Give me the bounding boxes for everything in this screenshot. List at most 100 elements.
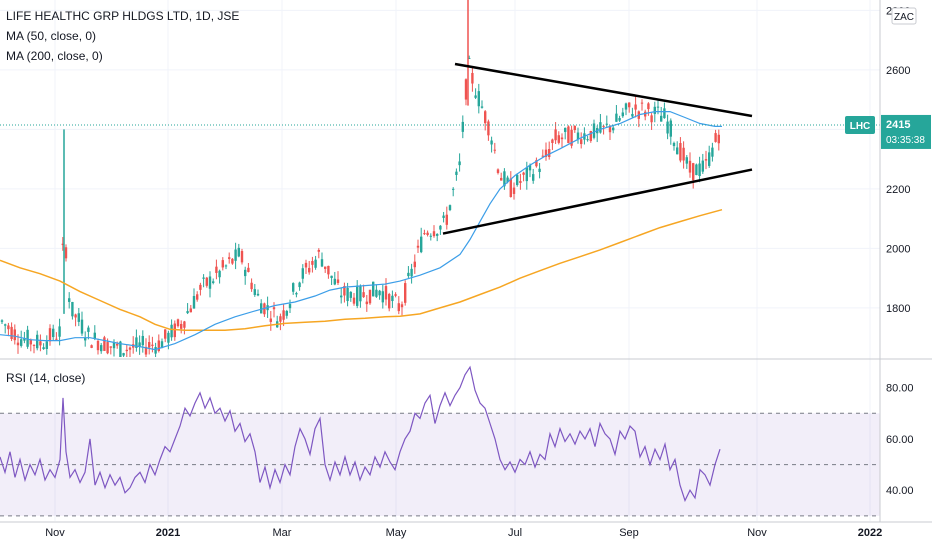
candle [352, 292, 356, 306]
candle [199, 282, 202, 296]
candle-body [308, 267, 311, 273]
candle-body [26, 329, 29, 347]
time-tick-0: Nov [45, 527, 65, 539]
trendline-resistance[interactable] [454, 62, 753, 118]
candle-body [170, 324, 173, 338]
candle [628, 102, 631, 113]
candle [432, 225, 436, 238]
candle-body [528, 165, 532, 171]
candle-body [208, 276, 212, 289]
candle [471, 67, 474, 92]
candle-body [13, 329, 16, 341]
candle-body [413, 261, 416, 268]
candle [4, 323, 7, 334]
candle-body [624, 103, 628, 110]
trendline-support[interactable] [442, 168, 753, 235]
candle [324, 266, 327, 273]
candle [90, 344, 93, 349]
candle [548, 141, 551, 160]
candle [682, 141, 685, 169]
candle-body [573, 126, 576, 131]
candle-body [394, 294, 397, 296]
candle [701, 153, 704, 174]
candle [74, 313, 77, 327]
currency-box[interactable] [891, 7, 917, 25]
ma50-legend[interactable]: MA (50, close, 0) [6, 29, 97, 43]
candle [141, 330, 144, 353]
time-tick-7: 2022 [858, 527, 882, 539]
candle-body [250, 282, 253, 290]
candle [560, 133, 564, 148]
candle [356, 280, 359, 309]
candle [551, 138, 554, 150]
candle-body [68, 298, 71, 302]
candle-body [685, 157, 688, 164]
currency-label: ZAC [894, 12, 914, 23]
candle-body [256, 293, 260, 296]
candle [80, 311, 84, 336]
candle-body [260, 303, 263, 314]
candle [205, 276, 208, 288]
time-tick-2: Mar [273, 527, 292, 539]
candle [500, 172, 503, 181]
candle [615, 105, 618, 122]
candle-body [45, 341, 48, 349]
candle-body [96, 340, 100, 351]
candle-body [189, 308, 192, 313]
candle-body [157, 340, 160, 351]
candle-body [698, 163, 701, 177]
ma200-legend[interactable]: MA (200, close, 0) [6, 49, 103, 63]
candle [336, 271, 340, 285]
candle [308, 260, 311, 275]
candle [218, 269, 221, 284]
candle-body [410, 268, 413, 277]
candle-body [474, 95, 477, 98]
candle [519, 173, 522, 190]
candle-body [215, 266, 218, 273]
candle [157, 334, 160, 353]
candle [298, 281, 301, 291]
candle [640, 99, 644, 111]
candle-body [119, 341, 122, 357]
price-scale[interactable]: 18002000220024002600280040.0060.0080.00Z… [845, 5, 931, 497]
candle-body [660, 115, 663, 122]
candle-body [141, 335, 144, 346]
candle [384, 278, 388, 306]
candle [122, 352, 125, 357]
candle-body [298, 282, 301, 288]
candle-body [144, 346, 148, 355]
candle-body [71, 301, 74, 317]
ticker-badge[interactable] [845, 115, 875, 134]
rsi-legend[interactable]: RSI (14, close) [6, 371, 86, 385]
candle-body [77, 313, 80, 322]
candle [634, 95, 637, 118]
candle-body [0, 320, 4, 322]
candle [84, 331, 87, 347]
candle-body [237, 247, 240, 257]
candle-body [285, 310, 288, 316]
candle [320, 252, 324, 268]
candle-body [608, 125, 612, 133]
candle [496, 168, 500, 175]
candle [624, 102, 628, 116]
candle [458, 153, 461, 172]
candle [212, 278, 215, 285]
candle-body [269, 318, 272, 322]
candle-body [490, 140, 493, 145]
candle-body [429, 235, 432, 237]
candle-body [192, 296, 196, 309]
candle [429, 233, 432, 241]
candle [231, 258, 234, 265]
time-tick-5: Sep [619, 527, 639, 539]
candle-body [442, 215, 445, 218]
candle [461, 115, 464, 139]
candle [404, 280, 407, 306]
time-tick-4: Jul [508, 527, 522, 539]
last-price-box[interactable] [881, 114, 931, 149]
symbol-title[interactable]: LIFE HEALTHC GRP HLDGS LTD, 1D, JSE [6, 9, 240, 23]
candle-body [314, 259, 317, 268]
candle [535, 157, 538, 168]
trendlines[interactable] [0, 62, 880, 235]
candle [487, 119, 490, 141]
